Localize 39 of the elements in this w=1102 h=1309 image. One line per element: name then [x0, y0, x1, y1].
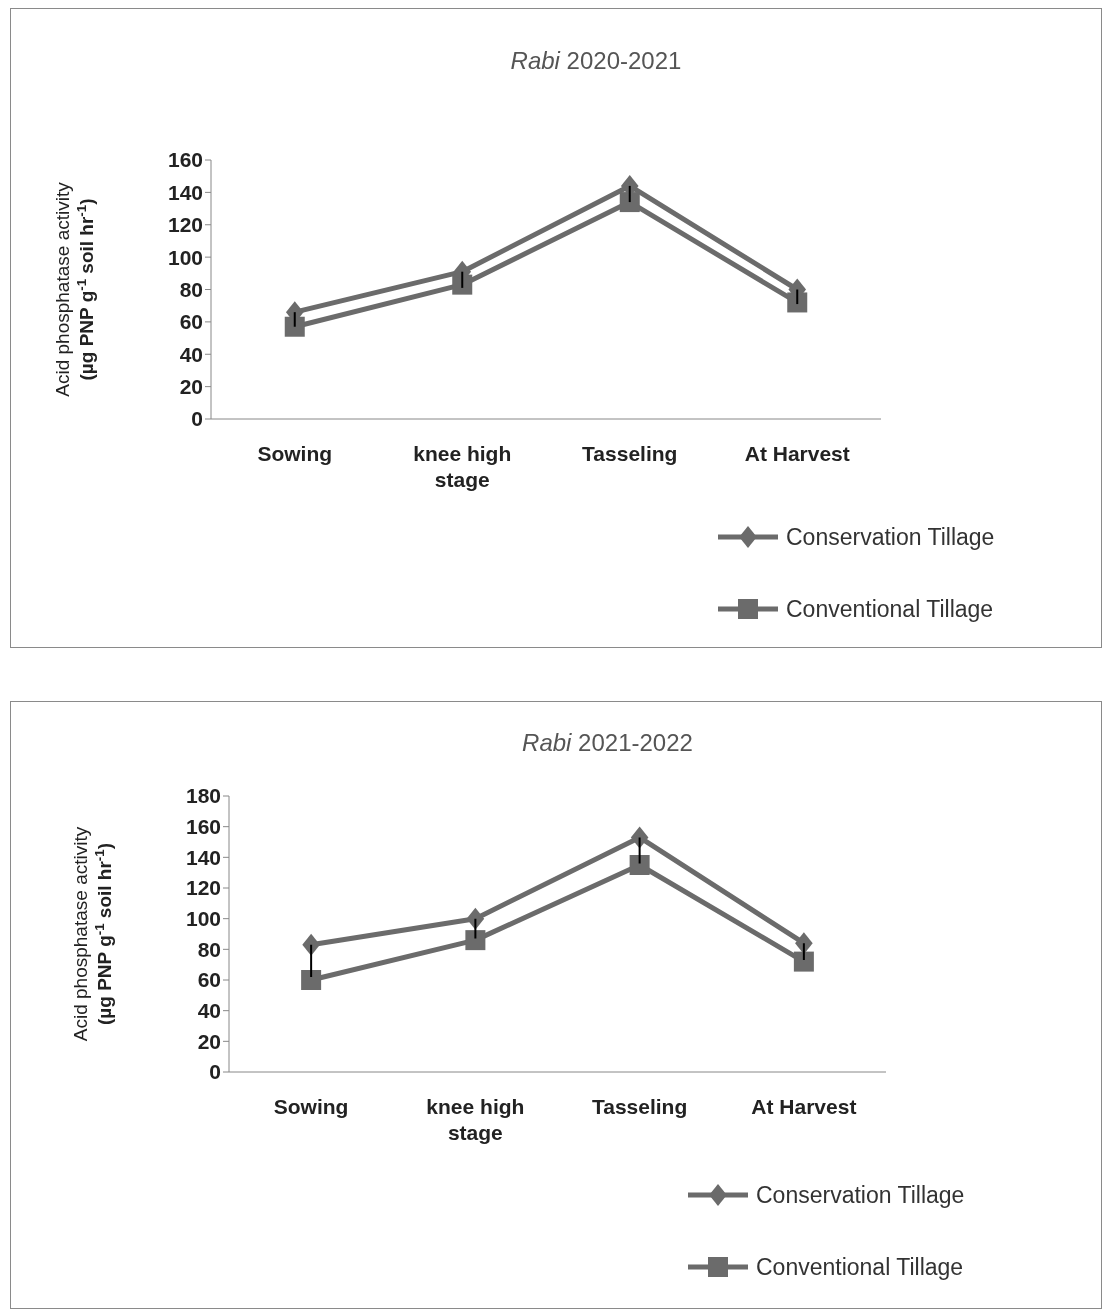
y-tick-label: 160: [167, 148, 203, 172]
y-tick-label: 100: [185, 907, 221, 931]
y-tick-label: 20: [197, 1029, 221, 1053]
point: [301, 970, 322, 990]
point: [629, 855, 650, 875]
x-tick-label: At Harvest: [744, 442, 850, 465]
x-tick-label: Tasseling: [582, 442, 678, 465]
y-tick-label: 20: [179, 375, 203, 399]
y-tick-label: 140: [167, 180, 203, 204]
y-tick-label: 160: [185, 815, 221, 839]
legend-label: Conventional Tillage: [756, 1253, 964, 1281]
y-tick-label: 40: [197, 999, 221, 1023]
x-tick-label: knee high stage: [413, 442, 512, 491]
y-tick-label: 140: [185, 845, 221, 869]
x-tick-label: Sowing: [273, 1095, 349, 1118]
legend-label: Conservation Tillage: [756, 1181, 965, 1209]
y-tick-label: 60: [197, 968, 221, 992]
y-tick-label: 0: [191, 407, 203, 431]
point: [619, 192, 640, 213]
x-tick-label: Tasseling: [591, 1095, 688, 1118]
x-tick-label: knee high stage: [426, 1095, 525, 1144]
y-tick-label: 60: [179, 310, 203, 334]
legend-label: Conservation Tillage: [786, 523, 995, 551]
y-tick-label: 40: [179, 342, 203, 366]
y-tick-label: 0: [209, 1060, 221, 1084]
point: [465, 930, 486, 951]
x-tick-label: At Harvest: [751, 1095, 857, 1118]
y-tick-label: 80: [197, 937, 221, 961]
point: [284, 316, 305, 337]
y-tick-label: 120: [167, 213, 203, 237]
chart-title: Rabi 2020-2021: [509, 47, 683, 75]
x-tick-label: Sowing: [257, 442, 333, 465]
point: [793, 951, 814, 972]
y-tick-label: 80: [179, 277, 203, 301]
legend-label: Conventional Tillage: [786, 595, 994, 623]
y-tick-label: 180: [185, 784, 221, 808]
y-tick-label: 120: [185, 876, 221, 900]
y-tick-label: 100: [167, 245, 203, 269]
chart-title: Rabi 2021-2022: [521, 729, 694, 757]
